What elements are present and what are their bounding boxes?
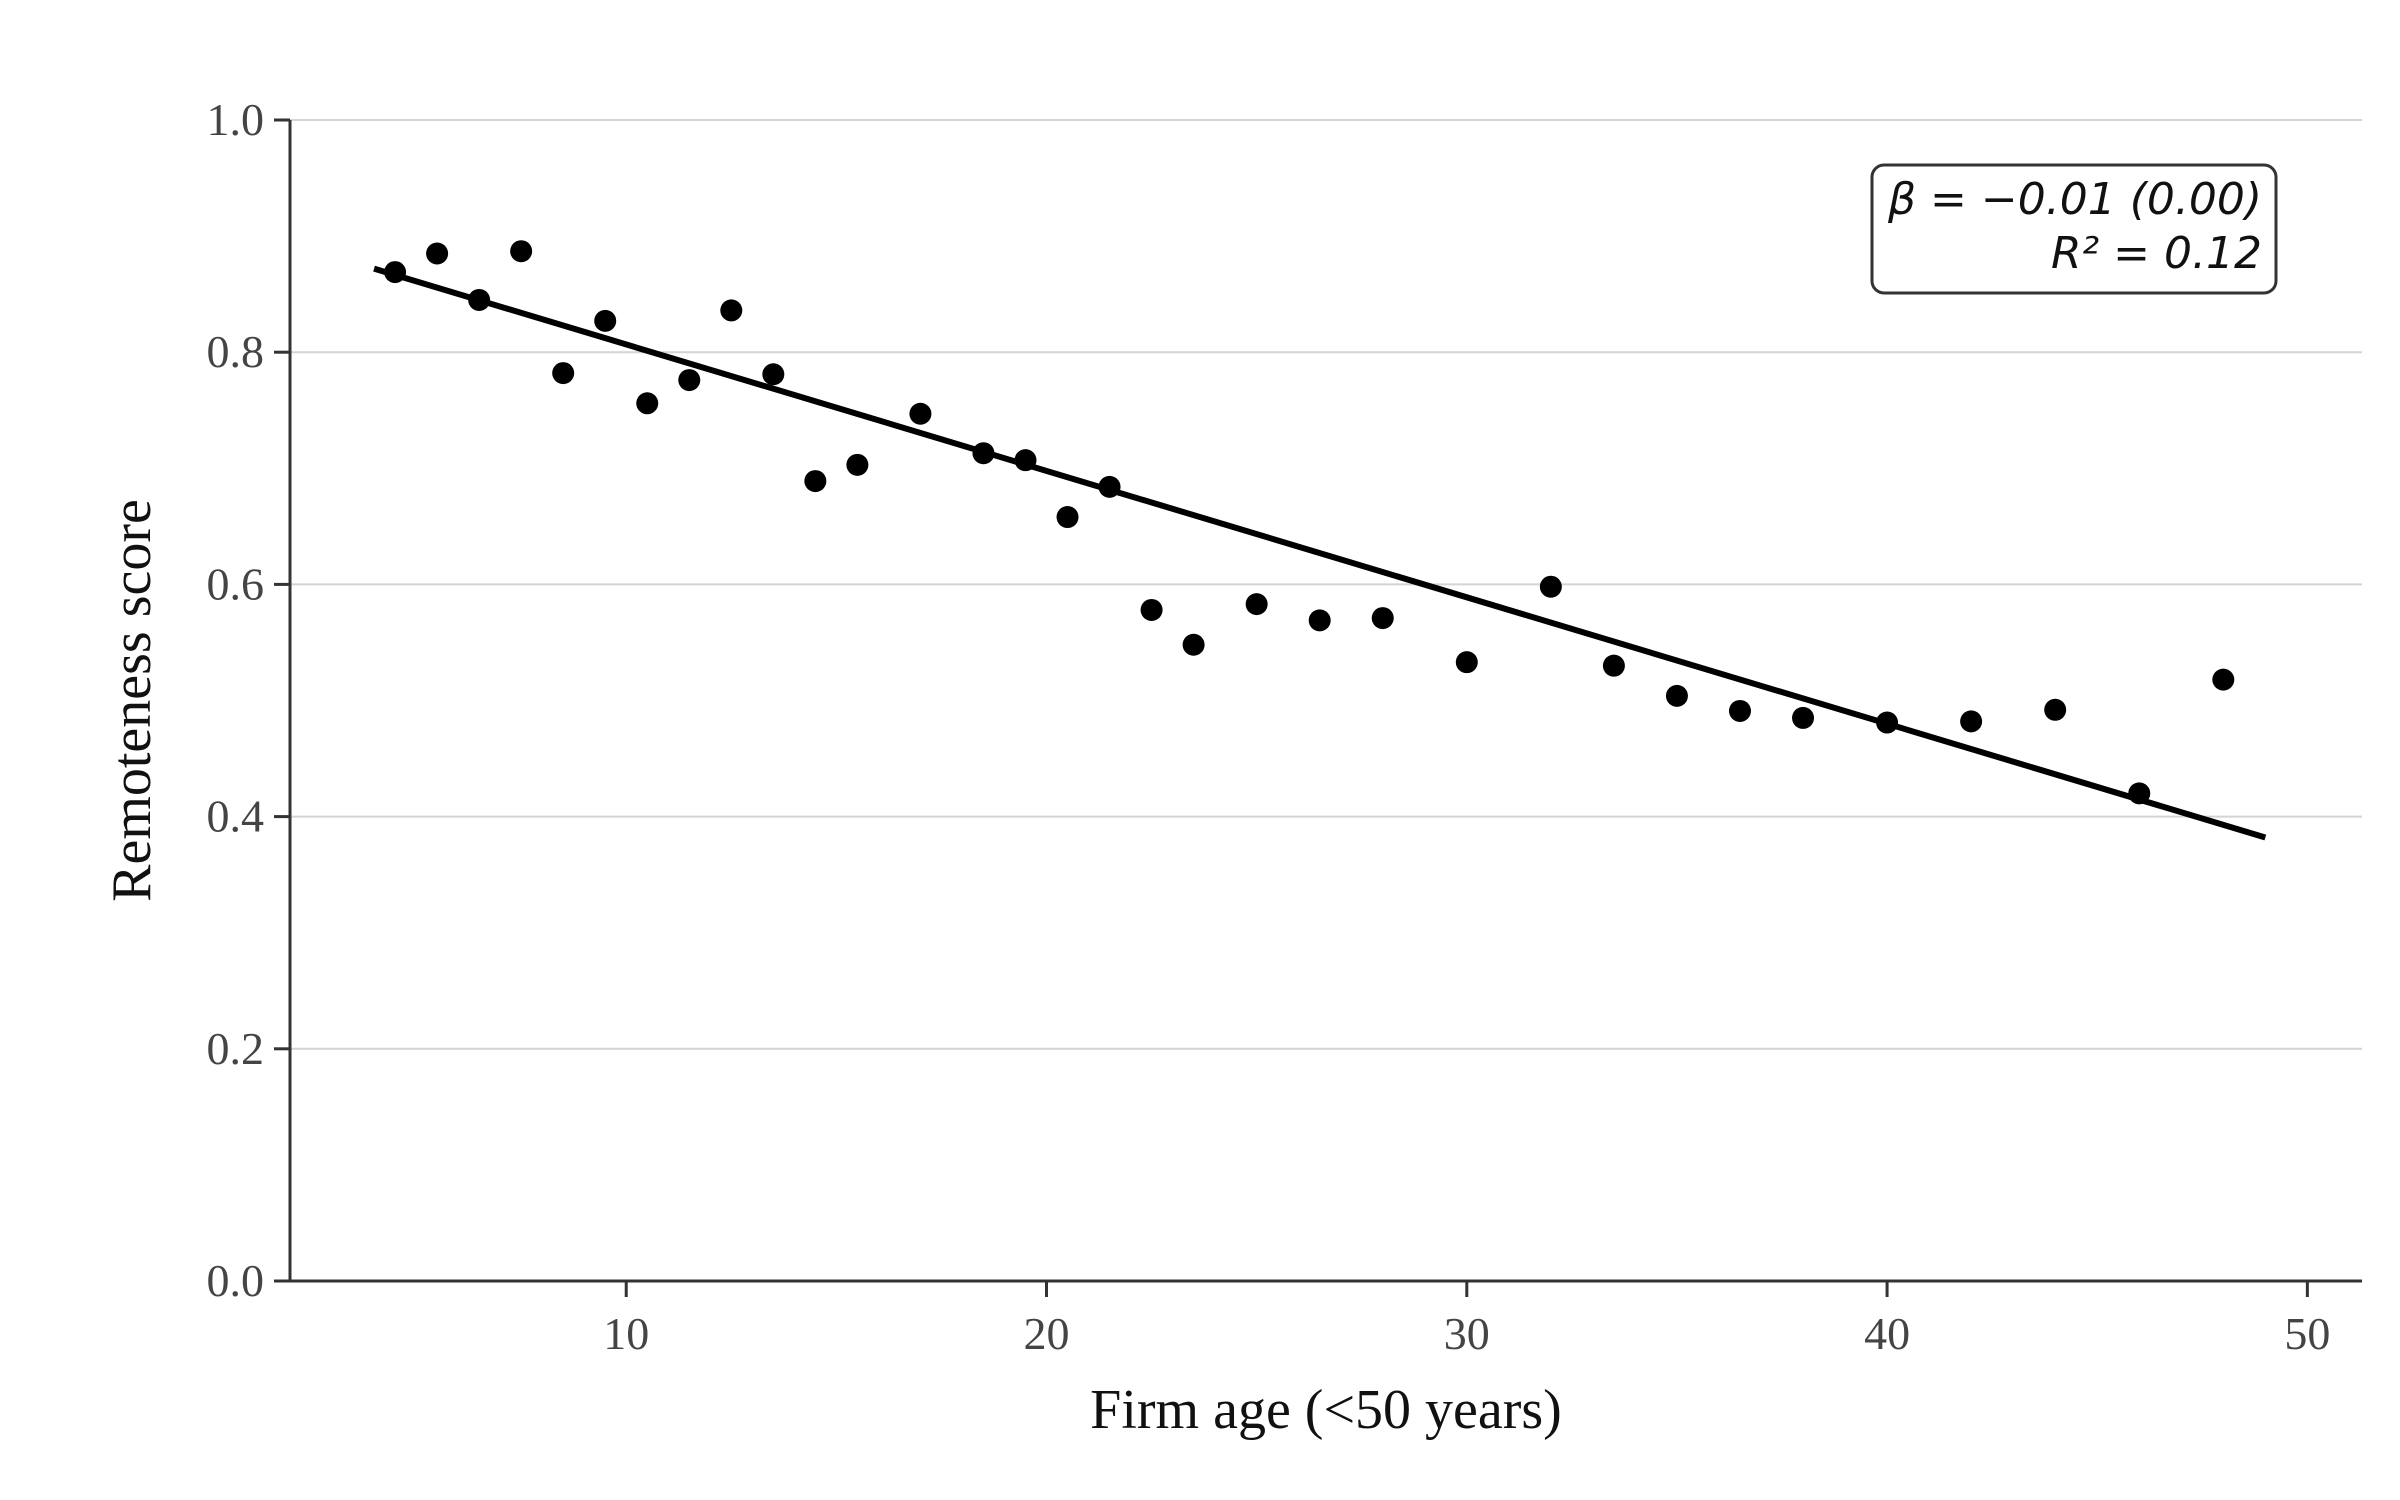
scatter-point [468,288,491,311]
scatter-point [2044,698,2067,721]
scatter-point [1308,609,1331,632]
ticks-layer: 0.0 0.2 0.4 0.6 0.8 1.0 10 20 30 40 50 [207,94,2331,1359]
scatter-point [1371,607,1394,630]
scatter-point [1182,633,1205,656]
y-tick-label: 0.2 [207,1023,265,1074]
scatter-point [636,392,659,415]
points-layer [384,240,2235,805]
scatter-point [1876,711,1899,734]
y-tick-label: 0.8 [207,326,265,377]
scatter-point [804,470,827,493]
scatter-point [762,363,785,386]
scatter-point [1098,475,1121,498]
scatter-point [1245,593,1268,616]
scatter-point [510,240,533,263]
y-tick-label: 0.0 [207,1255,265,1306]
scatter-point [1014,449,1037,472]
scatter-point [594,309,617,332]
scatter-point [1056,506,1079,529]
scatter-point [972,442,995,465]
x-tick-label: 40 [1864,1308,1910,1359]
beta-coefficient-label: β = −0.01 (0.00) [1887,174,2262,225]
axes-layer [288,120,2362,1283]
scatter-point [2212,668,2235,691]
scatter-point [552,362,575,385]
scatter-point [720,299,743,322]
scatter-point [1140,598,1163,621]
y-axis-title: Remoteness score [101,499,163,902]
scatter-point [678,369,701,392]
scatter-point [1728,699,1751,722]
scatter-point [1665,684,1688,707]
y-tick-label: 1.0 [207,94,265,145]
scatter-point [384,261,407,284]
scatter-point [426,242,449,265]
scatter-point [1539,575,1562,598]
stats-box-frame [1870,163,2278,295]
x-tick-label: 30 [1444,1308,1490,1359]
scatter-point [2128,782,2151,805]
x-axis-title: Firm age (<50 years) [1090,1379,1562,1441]
x-tick-label: 10 [603,1308,649,1359]
scatter-point [1602,654,1625,677]
grid-layer [290,119,2362,1050]
scatter-point [846,453,869,476]
scatter-point [1960,710,1983,733]
r-squared-label: R² = 0.12 [2051,228,2262,279]
y-tick-label: 0.4 [207,791,265,842]
fit-line-layer [373,265,2267,841]
y-tick-label: 0.6 [207,558,265,609]
scatter-point [909,402,932,425]
scatter-point [1455,651,1478,674]
x-tick-label: 20 [1024,1308,1070,1359]
x-tick-label: 50 [2284,1308,2330,1359]
fit-line [373,265,2267,841]
scatter-point [1792,706,1815,729]
regression-stats-box: β = −0.01 (0.00) R² = 0.12 [1870,163,2278,295]
